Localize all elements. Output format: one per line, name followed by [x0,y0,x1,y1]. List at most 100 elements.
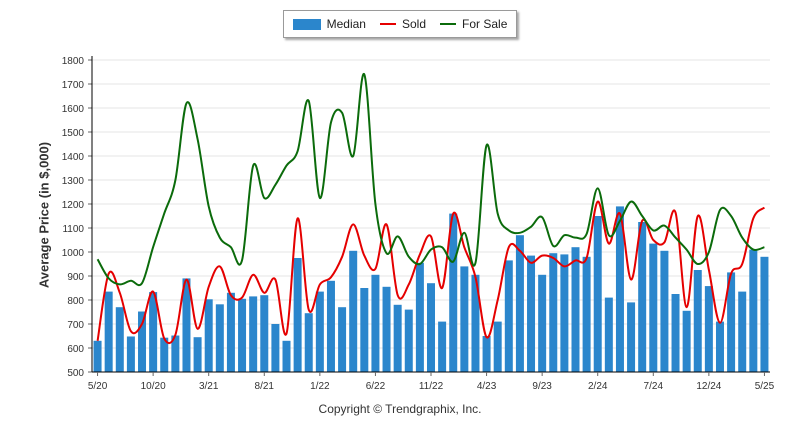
y-tick-label: 1800 [62,56,85,67]
median-bar[interactable] [515,235,524,372]
median-bar[interactable] [404,309,413,372]
legend-median-label: Median [326,17,366,31]
median-bar[interactable] [760,256,769,372]
median-swatch [292,18,321,30]
legend-item-forsale[interactable]: For Sale [440,17,507,31]
x-tick-label: 6/22 [366,381,386,392]
median-bar[interactable] [204,299,213,372]
median-bar[interactable] [627,302,636,372]
median-bar[interactable] [704,286,713,372]
median-bar[interactable] [638,222,647,372]
median-bar[interactable] [493,321,502,372]
median-bar[interactable] [182,278,191,372]
y-tick-label: 1400 [62,152,85,163]
median-bar[interactable] [393,304,402,372]
median-bar[interactable] [415,262,424,372]
median-bar[interactable] [304,313,313,372]
x-tick-label: 3/21 [199,381,219,392]
x-tick-label: 5/20 [88,381,108,392]
y-tick-label: 1100 [62,224,84,235]
x-tick-label: 11/22 [419,381,444,392]
forsale-line[interactable] [96,73,765,287]
x-tick-label: 9/23 [532,381,552,392]
forsale-swatch [440,23,457,25]
median-bar[interactable] [615,206,624,372]
sold-line[interactable] [96,200,766,345]
median-bar[interactable] [426,283,436,372]
trend-lines [96,73,766,345]
median-bar[interactable] [527,255,536,372]
median-bar[interactable] [238,298,247,372]
median-bar[interactable] [538,274,547,372]
median-bar[interactable] [671,294,680,372]
median-bar[interactable] [604,297,613,372]
median-bar[interactable] [582,256,591,372]
y-tick-label: 700 [67,320,84,331]
median-bar[interactable] [149,292,158,372]
median-bar[interactable] [460,266,469,372]
median-bar[interactable] [138,311,147,372]
y-tick-label: 1200 [62,200,85,211]
y-tick-label: 1600 [62,104,85,115]
median-bar[interactable] [449,213,458,372]
copyright-text: Copyright © Trendgraphix, Inc. [318,402,482,416]
median-bar[interactable] [471,274,480,372]
median-bar[interactable] [160,337,169,372]
legend-item-median[interactable]: Median [292,17,366,31]
median-bar[interactable] [126,336,135,372]
median-bar[interactable] [338,307,347,372]
median-bar[interactable] [682,310,691,372]
median-bar[interactable] [293,258,302,372]
median-bar[interactable] [226,292,235,372]
median-bar[interactable] [549,253,558,372]
y-axis-label: Average Price (in $,000) [36,141,52,289]
median-bar[interactable] [349,250,358,372]
median-bar[interactable] [371,274,380,372]
median-bar[interactable] [260,295,269,372]
median-bar[interactable] [93,340,102,372]
median-bar[interactable] [504,260,513,372]
x-tick-label: 10/20 [141,381,166,392]
x-tick-label: 5/25 [755,381,775,392]
x-tick-label: 12/24 [696,381,721,392]
median-bar[interactable] [593,216,602,372]
legend-item-sold[interactable]: Sold [379,17,426,31]
sold-swatch [379,23,396,25]
median-bar[interactable] [104,291,113,372]
median-bar[interactable] [315,291,324,372]
x-tick-label: 8/21 [255,381,275,392]
median-bar[interactable] [693,270,702,372]
median-bar[interactable] [571,247,580,372]
median-bar[interactable] [560,254,569,372]
y-tick-label: 1700 [62,80,85,91]
median-bar[interactable] [649,243,658,372]
median-bar[interactable] [171,335,180,372]
median-bar[interactable] [727,272,736,372]
y-tick-label: 1000 [62,248,85,259]
median-bar[interactable] [271,324,280,372]
median-bar[interactable] [660,250,669,372]
grid-lines [92,59,770,373]
legend-forsale-label: For Sale [462,17,508,31]
median-bar[interactable] [249,296,258,372]
median-bar[interactable] [715,321,724,372]
median-bar[interactable] [215,304,224,372]
median-bar[interactable] [749,249,758,372]
x-tick-label: 4/23 [477,381,497,392]
median-bar[interactable] [738,291,747,372]
median-bars [93,206,769,372]
median-bar[interactable] [115,307,124,372]
y-tick-label: 800 [67,296,84,307]
median-bar[interactable] [382,286,391,372]
x-tick-label: 7/24 [644,381,664,392]
median-bar[interactable] [193,337,202,372]
median-bar[interactable] [438,321,447,372]
y-tick-label: 1300 [62,176,85,187]
median-bar[interactable] [282,340,291,372]
median-bar[interactable] [326,280,335,372]
x-tick-label: 1/22 [310,381,330,392]
median-bar[interactable] [482,336,491,372]
axes: 500 600 700 800 900 1000 1100 1200 1300 1400 1500 1… [62,56,775,392]
median-bar[interactable] [360,288,369,372]
